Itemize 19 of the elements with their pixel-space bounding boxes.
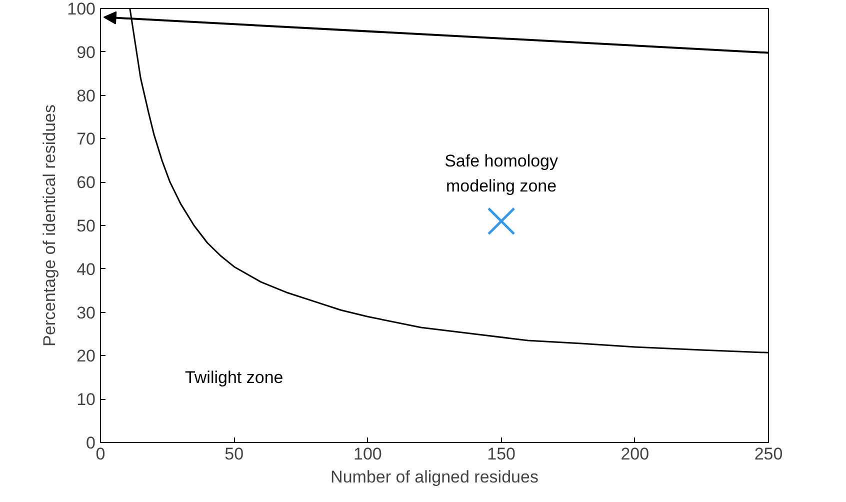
annotation: Safe homology modeling zone <box>444 152 559 196</box>
y-tick-label: 40 <box>76 260 96 279</box>
y-tick-label: 80 <box>76 86 96 106</box>
y-axis-title: Percentage of identical residues <box>40 104 60 346</box>
y-tick-label: 10 <box>76 390 96 410</box>
y-tick-label: 90 <box>76 42 96 62</box>
x-tick-label: 250 <box>754 444 783 464</box>
x-tick-label: 50 <box>224 444 244 464</box>
annotation: Twilight zone <box>184 368 284 387</box>
y-tick-label: 60 <box>76 173 96 192</box>
y-tick-label: 50 <box>76 216 96 236</box>
x-tick-label: 100 <box>354 444 382 464</box>
x-tick-label: 150 <box>487 444 516 464</box>
y-tick-label: 100 <box>67 0 96 18</box>
x-axis-title: Number of aligned residues <box>330 468 538 486</box>
y-tick-label: 20 <box>76 346 96 366</box>
y-tick-label: 30 <box>76 303 96 322</box>
x-tick-label: 200 <box>620 444 650 464</box>
y-tick-label: 70 <box>76 130 96 149</box>
